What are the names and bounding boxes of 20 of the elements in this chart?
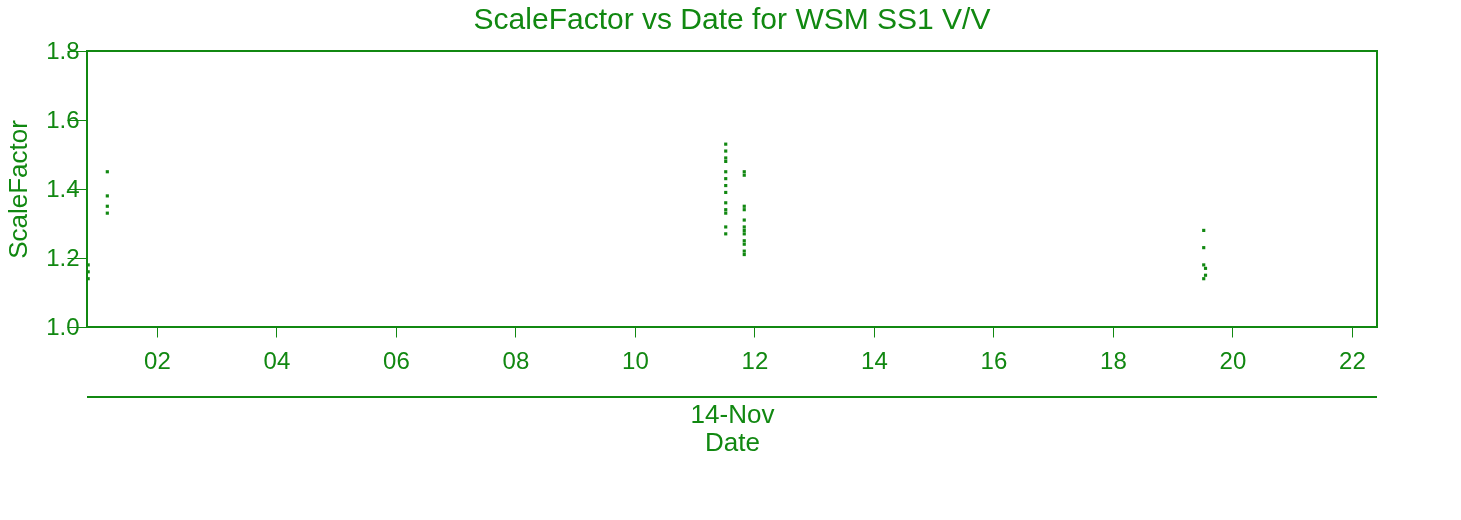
y-tick-label: 1.0 — [46, 312, 80, 340]
x-tick-label: 20 — [1219, 346, 1247, 374]
text: 14-Nov — [690, 398, 775, 429]
x-tick-label: 22 — [1339, 346, 1366, 374]
x-tick-label: 18 — [1100, 346, 1127, 374]
x-tick-label: 04 — [263, 346, 291, 374]
y-tick-label: 1.4 — [46, 174, 80, 202]
x-axis-title: Date — [705, 426, 760, 457]
y-tick-label: 1.2 — [46, 243, 80, 271]
x-tick-label: 08 — [502, 346, 530, 374]
y-tick-label: 1.8 — [46, 36, 80, 64]
y-axis-title: ScaleFactor — [3, 119, 34, 259]
x-tick-label: 10 — [622, 346, 649, 374]
y-tick-label: 1.6 — [46, 105, 80, 133]
x-tick-label: 14 — [861, 346, 888, 374]
x-tick-label: 06 — [383, 346, 410, 374]
chart-title: ScaleFactor vs Date for WSM SS1 V/V — [473, 2, 991, 35]
x-tick-label: 02 — [144, 346, 171, 374]
x-tick-label: 16 — [980, 346, 1008, 374]
x-tick-label: 12 — [741, 346, 769, 374]
